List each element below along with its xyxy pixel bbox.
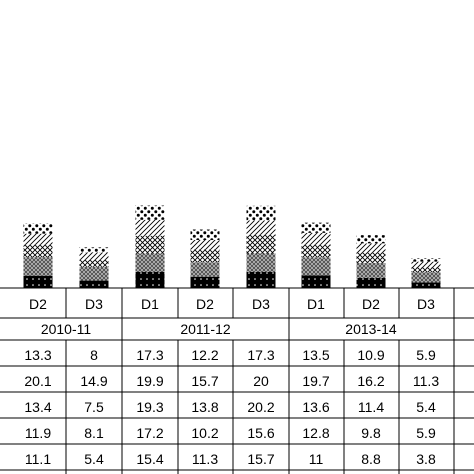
bar-7-segment-3 — [356, 252, 386, 263]
bar-8-segment-1 — [411, 282, 441, 288]
bar-6-segment-5 — [301, 222, 331, 233]
table-cell: 19.3 — [136, 399, 163, 415]
table-cell: 5.9 — [416, 425, 436, 441]
table-cell: 8 — [90, 347, 98, 363]
table-cell: 15.6 — [247, 425, 274, 441]
bar-8-segment-5 — [411, 258, 441, 262]
bar-1-segment-5 — [23, 223, 53, 234]
table-cell: 10.2 — [191, 425, 218, 441]
bar-8-segment-4 — [411, 261, 441, 268]
bar-2-segment-2 — [79, 266, 109, 281]
table-cell: 13.8 — [191, 399, 218, 415]
table-cell: 16.2 — [357, 373, 384, 389]
bar-5-segment-1 — [246, 271, 276, 288]
category-label: D3 — [85, 296, 103, 312]
table-cell: 11.3 — [413, 373, 439, 389]
table-cell: 3.8 — [416, 451, 436, 467]
bar-2-segment-1 — [79, 280, 109, 288]
table-cell: 11.3 — [192, 451, 218, 467]
bar-6-segment-2 — [301, 257, 331, 276]
bar-2-segment-5 — [79, 247, 109, 253]
bar-6-segment-4 — [301, 232, 331, 245]
table-cell: 20 — [253, 373, 269, 389]
bar-2-segment-3 — [79, 259, 109, 267]
category-label: D3 — [252, 296, 270, 312]
bar-5-segment-2 — [246, 253, 276, 272]
bar-6-segment-3 — [301, 244, 331, 258]
category-label: D2 — [362, 296, 380, 312]
bar-7-segment-2 — [356, 262, 386, 278]
category-label: D2 — [196, 296, 214, 312]
bar-3-segment-1 — [135, 271, 165, 288]
table-cell: 17.3 — [136, 347, 163, 363]
table-cell: 15.4 — [136, 451, 163, 467]
category-label: D2 — [29, 296, 47, 312]
bar-4-segment-4 — [190, 239, 220, 250]
bar-5-segment-4 — [246, 220, 276, 235]
bar-8-segment-3 — [411, 267, 441, 273]
bars-layer — [23, 205, 441, 288]
bar-7-segment-4 — [356, 243, 386, 253]
table-cell: 5.9 — [416, 347, 436, 363]
table-cell: 11 — [309, 451, 324, 467]
category-label: D3 — [417, 296, 435, 312]
table-cell: 8.8 — [361, 451, 381, 467]
table-cell: 19.7 — [302, 373, 329, 389]
table-cell: 11.1 — [25, 451, 51, 467]
table-cell: 17.2 — [136, 425, 163, 441]
table-cell: 7.5 — [84, 399, 104, 415]
data-table: D2 D3 D1 D2 D3 D1 D2 D3 2010-11 2011-12 2013-14 13.… — [0, 287, 474, 474]
group-label-2: 2011-12 — [180, 321, 231, 337]
table-cell: 5.4 — [84, 451, 104, 467]
bar-3-segment-4 — [135, 219, 165, 236]
table-cell: 15.7 — [247, 451, 274, 467]
bar-7-segment-1 — [356, 277, 386, 288]
table-cell: 14.9 — [80, 373, 107, 389]
table-cell: 12.2 — [191, 347, 218, 363]
table-cell: 13.5 — [302, 347, 329, 363]
table-cell: 9.8 — [361, 425, 381, 441]
table-cell: 12.8 — [302, 425, 329, 441]
bar-1-segment-2 — [23, 257, 53, 276]
table-cell: 15.7 — [191, 373, 218, 389]
bar-3-segment-3 — [135, 235, 165, 254]
bar-4-segment-1 — [190, 276, 220, 288]
bar-4-segment-5 — [190, 229, 220, 240]
group-label-1: 2010-11 — [41, 321, 92, 337]
table-cell: 8.1 — [84, 425, 104, 441]
table-cell: 20.1 — [24, 373, 51, 389]
table-cell: 10.9 — [357, 347, 384, 363]
bar-5-segment-5 — [246, 205, 276, 221]
table-cell: 11.4 — [358, 399, 384, 415]
table-cell: 20.2 — [247, 399, 274, 415]
table-cell: 13.6 — [302, 399, 329, 415]
bar-5-segment-3 — [246, 234, 276, 254]
category-label: D1 — [307, 296, 325, 312]
table-cell: 5.4 — [416, 399, 436, 415]
bar-3-segment-2 — [135, 253, 165, 272]
bar-4-segment-2 — [190, 262, 220, 277]
table-cell: 13.3 — [24, 347, 51, 363]
bar-6-segment-1 — [301, 275, 331, 288]
bar-8-segment-2 — [411, 272, 441, 283]
bar-1-segment-1 — [23, 275, 53, 288]
table-cell: 11.9 — [25, 425, 51, 441]
category-label: D1 — [141, 296, 159, 312]
bar-2-segment-4 — [79, 252, 109, 260]
group-label-3: 2013-14 — [345, 321, 397, 337]
table-cell: 19.9 — [136, 373, 163, 389]
bar-3-segment-5 — [135, 205, 165, 220]
bar-4-segment-3 — [190, 249, 220, 263]
bar-7-segment-5 — [356, 235, 386, 244]
bar-1-segment-3 — [23, 244, 53, 258]
bar-1-segment-4 — [23, 233, 53, 245]
table-cell: 13.4 — [24, 399, 51, 415]
table-cell: 17.3 — [247, 347, 274, 363]
